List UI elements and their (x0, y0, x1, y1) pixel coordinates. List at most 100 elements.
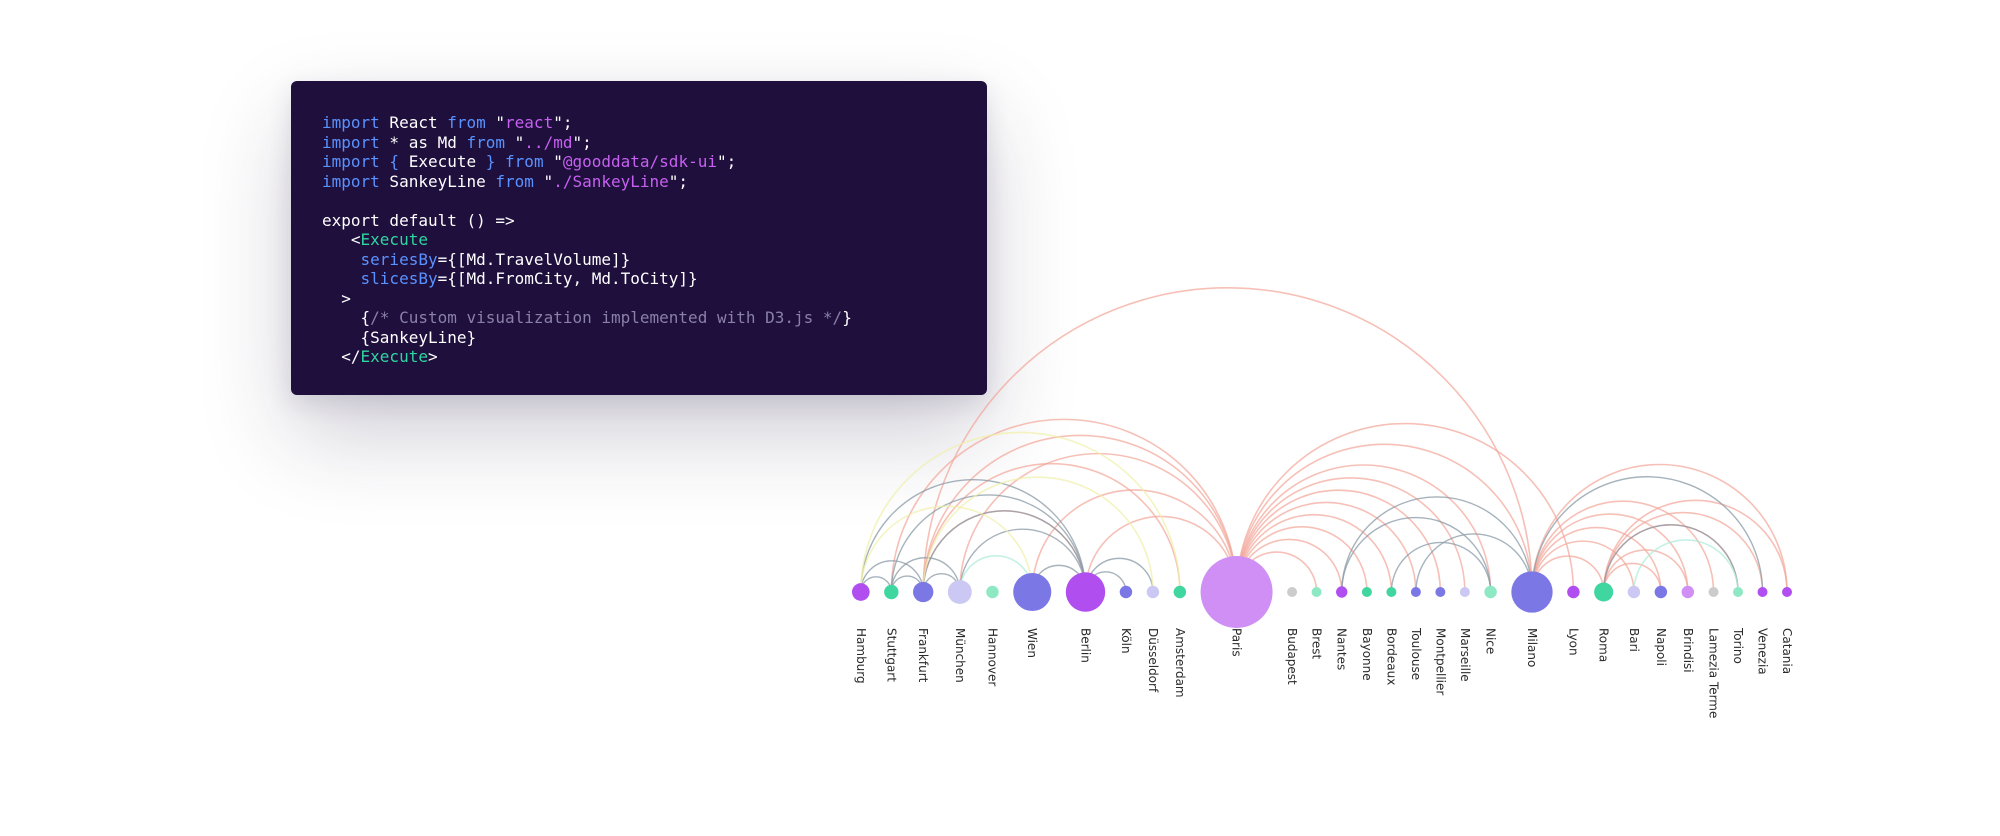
arc-link (1415, 533, 1533, 593)
code-token: SankeyLine (379, 171, 496, 191)
city-label: Berlin (1078, 628, 1092, 663)
arc-links (860, 288, 1788, 593)
arc-link (1531, 463, 1788, 593)
city-label: Düsseldorf (1146, 628, 1160, 693)
code-line: > (322, 289, 987, 309)
code-token: Execute (408, 152, 477, 171)
city-label: Köln (1119, 628, 1133, 654)
code-line: import * as Md from "../md"; (322, 133, 987, 153)
code-token: @gooddata/sdk-ui (562, 152, 717, 171)
arc-link (1602, 500, 1788, 593)
city-label: Montpellier (1433, 628, 1447, 695)
arc-link (922, 510, 1087, 593)
code-token: react (505, 113, 554, 132)
city-label: Bayonne (1360, 628, 1374, 681)
arc-link (922, 434, 1238, 593)
city-node (1594, 582, 1614, 602)
code-snippet-panel: import React from "react"; import * as Md… (291, 81, 987, 395)
code-token: import (322, 171, 380, 191)
arc-link (1633, 539, 1739, 593)
code-token: /* Custom visualization implemented with… (370, 308, 843, 327)
code-token: Execute (360, 230, 428, 249)
arc-link (923, 288, 1532, 592)
city-label: Stuttgart (884, 628, 898, 682)
code-token: "; (553, 113, 573, 132)
city-node (1386, 587, 1397, 597)
city-label: Budapest (1285, 628, 1299, 685)
code-token: > (427, 347, 438, 366)
arc-link (890, 494, 1087, 593)
city-node (913, 581, 934, 603)
city-node (1435, 587, 1446, 597)
code-line: {/* Custom visualization implemented wit… (322, 308, 987, 328)
code-token: seriesBy (322, 249, 438, 269)
city-label: Paris (1230, 628, 1244, 657)
arc-link (890, 418, 1238, 593)
city-label: Venezia (1756, 628, 1770, 675)
city-node (1757, 587, 1768, 597)
code-line: </Execute> (322, 347, 987, 367)
code-token: } (842, 308, 852, 327)
city-label: Brest (1310, 628, 1324, 660)
arc-link (1531, 540, 1635, 593)
code-token: from (495, 171, 534, 191)
code-token: import (322, 113, 380, 132)
city-node (1654, 585, 1668, 599)
arc-link (860, 505, 1034, 593)
arc-link (860, 431, 1181, 593)
city-labels: Hamburg Stuttgart Frankfurt München Hannover… (854, 627, 1794, 718)
city-label: Amsterdam (1173, 628, 1187, 698)
city-node (1173, 585, 1187, 599)
code-token: export default () => (322, 210, 515, 230)
arc-link (959, 528, 1087, 593)
city-node (1627, 585, 1641, 599)
city-label: Lamezia Terme (1707, 628, 1721, 718)
arc-link (1341, 497, 1533, 593)
city-node (1065, 572, 1106, 612)
arc-link (1602, 549, 1689, 593)
code-token: "; (572, 132, 592, 152)
code-line: import SankeyLine from "./SankeyLine"; (322, 172, 987, 192)
city-label: Wien (1025, 628, 1039, 658)
code-line: import { Execute } from "@gooddata/sdk-u… (322, 152, 987, 172)
code-token: slicesBy (322, 269, 438, 288)
code-token: " (485, 113, 506, 132)
city-node (1484, 585, 1497, 599)
code-token: { (322, 308, 371, 327)
code-line: seriesBy={[Md.TravelVolume]} (322, 250, 987, 270)
code-line: export default () => (322, 211, 987, 231)
city-node (1013, 572, 1052, 612)
code-token: ={[Md.TravelVolume]} (437, 249, 631, 269)
code-line: <Execute (322, 230, 987, 250)
city-label: Brindisi (1681, 628, 1695, 673)
arc-link (922, 462, 1181, 593)
city-label: Hamburg (854, 628, 868, 684)
code-line: import React from "react"; (322, 113, 987, 133)
city-label: Nice (1484, 628, 1498, 654)
arc-link (890, 557, 961, 593)
code-token: " (505, 132, 525, 152)
code-token: ={[Md.FromCity, Md.ToCity]} (437, 269, 698, 288)
code-lines: import React from "react"; import * as Md… (322, 113, 987, 367)
code-token: " (543, 152, 563, 171)
city-node (1567, 585, 1580, 599)
city-node (1200, 556, 1273, 628)
code-token: ./SankeyLine (553, 171, 669, 191)
city-node (1311, 587, 1322, 597)
city-label: Milano (1525, 628, 1539, 667)
city-node (1733, 587, 1744, 597)
city-node (1287, 587, 1298, 597)
arc-link (1390, 541, 1492, 593)
city-node (1410, 587, 1421, 597)
city-label: Bordeaux (1384, 628, 1398, 685)
arc-link (860, 560, 924, 593)
city-node (1119, 585, 1133, 599)
city-label: Marseille (1458, 628, 1472, 682)
city-label: Hannover (985, 628, 999, 686)
code-token: import (322, 132, 380, 152)
city-label: Torino (1731, 627, 1745, 664)
code-token: " (533, 171, 554, 191)
code-token: * as Md (379, 132, 467, 152)
city-node (884, 584, 899, 600)
